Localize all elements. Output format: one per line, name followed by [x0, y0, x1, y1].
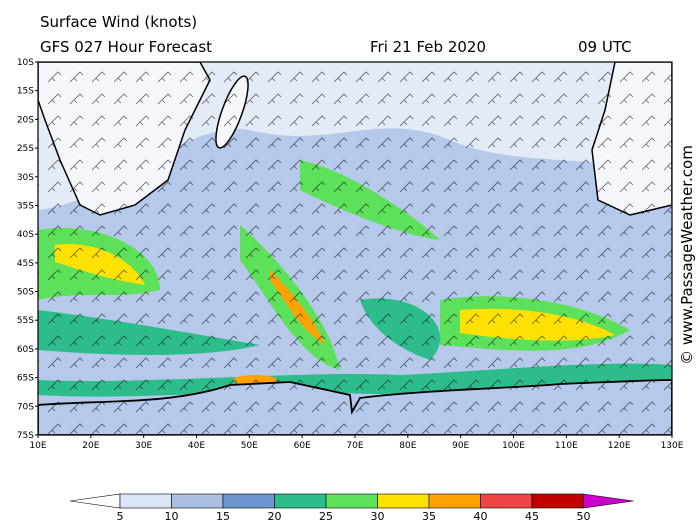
color-bar-segment	[377, 493, 430, 509]
lon-label: 70E	[346, 441, 363, 451]
forecast-label: GFS 027 Hour Forecast	[40, 38, 212, 56]
lat-label: 70S	[17, 402, 34, 412]
lat-label: 10S	[17, 58, 34, 68]
color-bar-segment	[531, 493, 584, 509]
color-bar-label: 40	[474, 510, 488, 523]
lat-label: 20S	[17, 115, 34, 125]
forecast-time: 09 UTC	[578, 38, 632, 56]
map-axes: 10S 15S 20S 25S 30S 35S 40S 45S 50S 55S 60S 65S 70S 7…	[17, 58, 684, 451]
lat-label: 75S	[17, 431, 34, 441]
lon-label: 50E	[241, 441, 258, 451]
color-bar-label: 50	[577, 510, 591, 523]
lat-label: 55S	[17, 316, 34, 326]
color-bar-segment	[274, 493, 327, 509]
color-bar-label: 30	[371, 510, 385, 523]
color-bar-label: 10	[165, 510, 179, 523]
forecast-date: Fri 21 Feb 2020	[370, 38, 486, 56]
lat-label: 45S	[17, 259, 34, 269]
color-bar-label: 35	[422, 510, 436, 523]
lat-label: 50S	[17, 288, 34, 298]
lon-label: 30E	[135, 441, 152, 451]
lat-label: 25S	[17, 144, 34, 154]
color-bar-label: 20	[268, 510, 282, 523]
lat-label: 30S	[17, 173, 34, 183]
lon-label: 130E	[661, 441, 684, 451]
color-bar-segment	[171, 493, 224, 509]
lon-label: 40E	[188, 441, 205, 451]
color-bar-segment	[222, 493, 275, 509]
color-bar-label: 15	[216, 510, 230, 523]
lat-label: 40S	[17, 230, 34, 240]
color-bar-label: 25	[319, 510, 333, 523]
lon-label: 80E	[399, 441, 416, 451]
credit: © www.PassageWeather.com	[678, 145, 696, 365]
color-bar-segment	[428, 493, 481, 509]
lat-label: 15S	[17, 87, 34, 97]
lat-label: 60S	[17, 345, 34, 355]
lat-label: 65S	[17, 374, 34, 384]
lon-label: 60E	[294, 441, 311, 451]
lat-label: 35S	[17, 201, 34, 211]
lon-label: 20E	[82, 441, 99, 451]
lon-label: 100E	[502, 441, 525, 451]
color-bar-high	[583, 493, 634, 509]
lon-label: 120E	[608, 441, 631, 451]
color-bar-label: 45	[525, 510, 539, 523]
lon-label: 90E	[452, 441, 469, 451]
color-bar-segment	[119, 493, 172, 509]
color-bar-segment	[325, 493, 378, 509]
color-bar-label: 5	[117, 510, 124, 523]
color-bar-segment	[480, 493, 533, 509]
map-title: Surface Wind (knots)	[40, 13, 197, 31]
lon-label: 110E	[555, 441, 578, 451]
wind-field	[38, 62, 672, 435]
color-bar-low	[69, 493, 121, 509]
color-bar: 5 10 15 20 25 30 35 40 45 50	[69, 493, 634, 523]
lon-label: 10E	[29, 441, 46, 451]
